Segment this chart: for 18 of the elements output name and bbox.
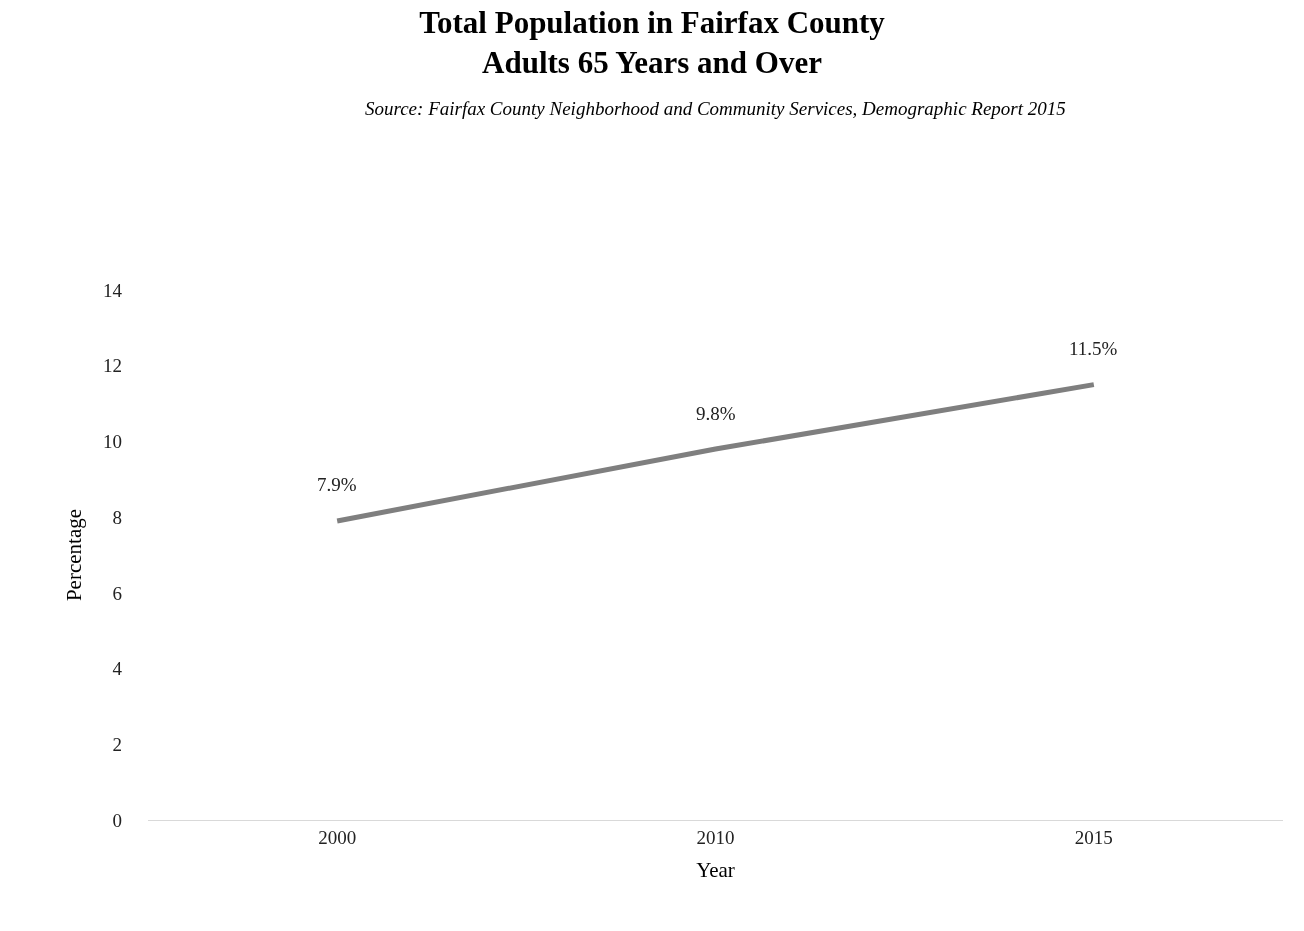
x-tick-label: 2000: [318, 826, 357, 848]
chart-subtitle: Source: Fairfax County Neighborhood and Community Services, Demographic Report 2015: [365, 98, 1066, 119]
data-label: 7.9%: [317, 474, 357, 495]
y-tick-label: 10: [103, 431, 122, 453]
data-label: 11.5%: [1069, 338, 1118, 359]
x-tick-label: 2010: [696, 826, 735, 848]
chart-title: Total Population in Fairfax County Adults 65 Years and Over: [419, 4, 886, 80]
y-tick-label: 4: [112, 658, 123, 680]
y-tick-label: 8: [112, 506, 122, 528]
y-tick-label: 6: [112, 582, 122, 604]
y-tick-label: 12: [103, 355, 122, 377]
y-tick-label: 0: [112, 809, 122, 831]
data-label: 9.8%: [696, 403, 736, 424]
y-axis-title: Percentage: [62, 508, 87, 602]
y-tick-label: 2: [112, 733, 122, 755]
y-tick-label: 14: [103, 279, 123, 301]
x-tick-label: 2015: [1074, 826, 1113, 848]
x-axis-title: Year: [696, 858, 735, 882]
